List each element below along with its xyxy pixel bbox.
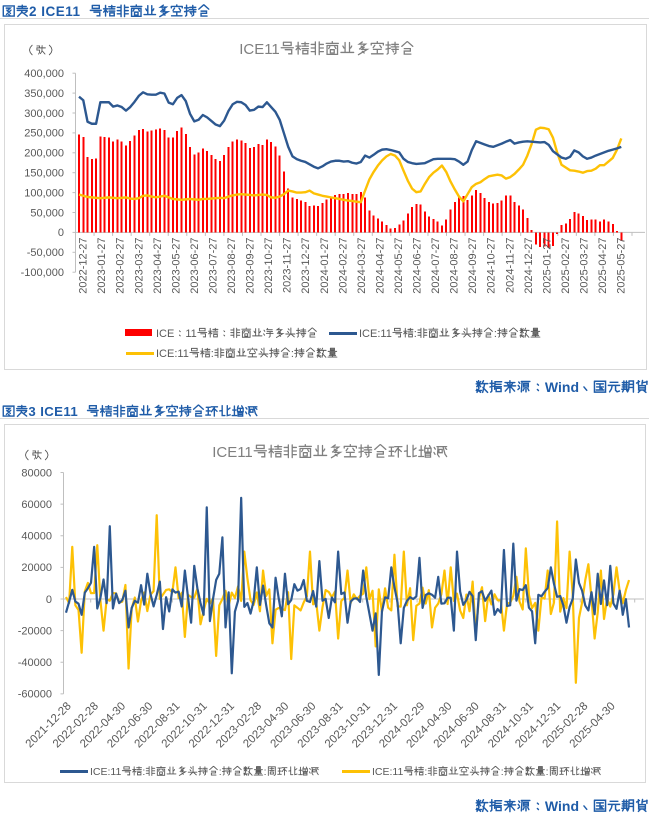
svg-text:2023-01-27: 2023-01-27 bbox=[96, 238, 108, 294]
svg-text:2025-04-27: 2025-04-27 bbox=[597, 238, 609, 294]
svg-text::: : bbox=[414, 328, 417, 340]
svg-text:2024-03-27: 2024-03-27 bbox=[356, 238, 368, 294]
svg-text:-20000: -20000 bbox=[18, 625, 52, 637]
svg-text:2023-09-27: 2023-09-27 bbox=[245, 238, 257, 294]
svg-text:ICE:11: ICE:11 bbox=[156, 348, 189, 360]
svg-text:2024-04-27: 2024-04-27 bbox=[374, 238, 386, 294]
svg-text:-40000: -40000 bbox=[18, 657, 52, 669]
svg-text:2023-05-27: 2023-05-27 bbox=[170, 238, 182, 294]
svg-text:60000: 60000 bbox=[21, 499, 52, 511]
svg-text:2023-03-27: 2023-03-27 bbox=[133, 238, 145, 294]
svg-text:2024-05-27: 2024-05-27 bbox=[393, 238, 405, 294]
svg-text:2024-01-27: 2024-01-27 bbox=[319, 238, 331, 294]
svg-text:250,000: 250,000 bbox=[24, 128, 64, 140]
svg-text:100,000: 100,000 bbox=[24, 187, 64, 199]
svg-text:2023-08-27: 2023-08-27 bbox=[226, 238, 238, 294]
svg-text:2023-04-27: 2023-04-27 bbox=[152, 238, 164, 294]
svg-text:2024-11-27: 2024-11-27 bbox=[504, 238, 516, 293]
svg-text:2025-03-27: 2025-03-27 bbox=[578, 238, 590, 294]
svg-text:2023-02-27: 2023-02-27 bbox=[115, 238, 127, 294]
svg-text:2023-07-27: 2023-07-27 bbox=[207, 238, 219, 294]
svg-text:0: 0 bbox=[46, 594, 52, 606]
svg-text:ICE11: ICE11 bbox=[212, 444, 253, 461]
svg-text:2025-02-27: 2025-02-27 bbox=[560, 238, 572, 294]
svg-text:40000: 40000 bbox=[21, 531, 52, 543]
svg-text:Wind: Wind bbox=[545, 798, 579, 814]
svg-text::: : bbox=[494, 328, 497, 340]
svg-text:2024-02-27: 2024-02-27 bbox=[337, 238, 349, 294]
svg-text:200,000: 200,000 bbox=[24, 148, 64, 160]
svg-text:2022-12-27: 2022-12-27 bbox=[78, 238, 90, 294]
svg-text::: : bbox=[424, 766, 427, 778]
svg-text:2 ICE11: 2 ICE11 bbox=[29, 4, 81, 19]
svg-text:ICE: ICE bbox=[156, 328, 174, 340]
svg-text::: : bbox=[211, 348, 214, 360]
svg-text::: : bbox=[219, 766, 222, 778]
svg-text:ICE:11: ICE:11 bbox=[359, 328, 392, 340]
svg-text:50,000: 50,000 bbox=[30, 207, 64, 219]
svg-text:0: 0 bbox=[58, 227, 64, 239]
svg-text::: : bbox=[264, 766, 267, 778]
svg-text:ICE:11: ICE:11 bbox=[372, 766, 403, 778]
svg-text:400,000: 400,000 bbox=[24, 68, 64, 80]
svg-text:2024-08-27: 2024-08-27 bbox=[449, 238, 461, 294]
svg-text:-60000: -60000 bbox=[18, 689, 52, 701]
svg-text:ICE11: ICE11 bbox=[239, 41, 280, 58]
svg-text:2023-06-27: 2023-06-27 bbox=[189, 238, 201, 294]
svg-text:11: 11 bbox=[185, 328, 196, 340]
svg-text:-50,000: -50,000 bbox=[27, 247, 64, 259]
svg-text::: : bbox=[291, 348, 294, 360]
svg-text::: : bbox=[546, 766, 549, 778]
svg-text:2024-06-27: 2024-06-27 bbox=[412, 238, 424, 294]
svg-text:3 ICE11: 3 ICE11 bbox=[28, 404, 78, 419]
svg-text:2024-09-27: 2024-09-27 bbox=[467, 238, 479, 294]
svg-text:2023-10-27: 2023-10-27 bbox=[263, 238, 275, 294]
svg-text:-100,000: -100,000 bbox=[21, 267, 64, 279]
svg-text:2024-07-27: 2024-07-27 bbox=[430, 238, 442, 294]
svg-text:ICE:11: ICE:11 bbox=[90, 766, 121, 778]
svg-text:Wind: Wind bbox=[545, 379, 579, 395]
svg-text:2025-05-27: 2025-05-27 bbox=[616, 238, 628, 294]
svg-text:80000: 80000 bbox=[21, 467, 52, 479]
svg-text:2023-11-27: 2023-11-27 bbox=[282, 238, 294, 293]
svg-text:2023-12-27: 2023-12-27 bbox=[300, 238, 312, 294]
svg-text:2024-10-27: 2024-10-27 bbox=[486, 238, 498, 294]
svg-text::: : bbox=[142, 766, 145, 778]
svg-text:300,000: 300,000 bbox=[24, 108, 64, 120]
svg-text:2025-01-27: 2025-01-27 bbox=[541, 238, 553, 294]
svg-text:350,000: 350,000 bbox=[24, 88, 64, 100]
svg-text:20000: 20000 bbox=[21, 562, 52, 574]
svg-text::: : bbox=[501, 766, 504, 778]
svg-text:2024-12-27: 2024-12-27 bbox=[523, 238, 535, 294]
svg-text:150,000: 150,000 bbox=[24, 168, 64, 180]
